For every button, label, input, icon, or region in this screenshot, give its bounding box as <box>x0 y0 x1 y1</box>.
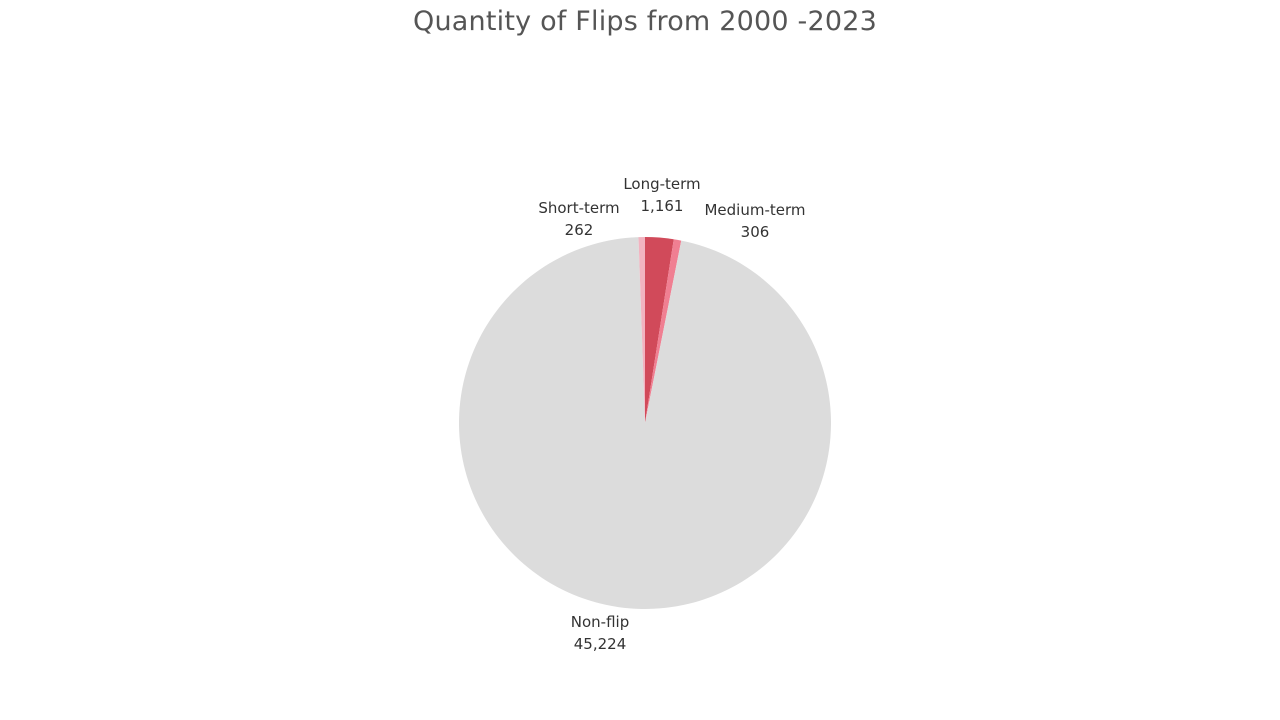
pie-slice-non-flip[interactable] <box>459 237 831 609</box>
slice-value-label: 262 <box>565 221 594 239</box>
slice-value-label: 306 <box>741 223 770 241</box>
slice-value-label: 1,161 <box>641 197 684 215</box>
chart-title: Quantity of Flips from 2000 -2023 <box>413 6 877 37</box>
pie-slice-long-term[interactable] <box>645 237 674 423</box>
pie-labels: Long-term 1,161 Medium-term 306 Non-flip 45,2… <box>538 175 805 653</box>
slice-name-label: Medium-term <box>704 201 805 219</box>
slice-name-label: Non-flip <box>571 613 629 631</box>
slice-name-label: Long-term <box>623 175 700 193</box>
pie-slice-medium-term[interactable] <box>645 239 682 423</box>
pie-slices <box>459 237 831 609</box>
slice-value-label: 45,224 <box>574 635 627 653</box>
slice-name-label: Short-term <box>538 199 619 217</box>
pie-slice-short-term[interactable] <box>638 237 645 423</box>
